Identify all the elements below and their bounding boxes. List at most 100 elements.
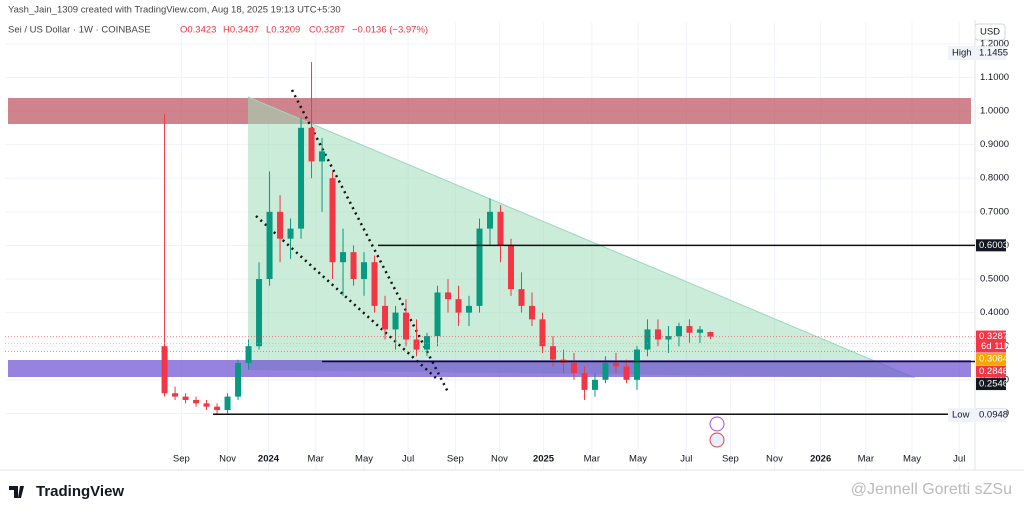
- candle-body: [235, 363, 242, 397]
- x-tick-label: 2024: [258, 454, 280, 465]
- price-label-box: [976, 365, 1006, 378]
- candle-body: [476, 228, 483, 306]
- price-label-box: [976, 330, 1006, 353]
- extreme-box: [948, 46, 1006, 61]
- ohlc-value: H0.3437: [223, 25, 259, 36]
- y-tick-label: 1.2000: [980, 38, 1009, 49]
- candle-body: [287, 228, 294, 239]
- candle-body: [654, 329, 661, 340]
- candle-body: [256, 279, 263, 347]
- price-label: 0.3287: [979, 331, 1008, 342]
- trendline: [247, 96, 916, 379]
- candle-body: [193, 399, 200, 404]
- candle-body: [308, 127, 315, 162]
- candle-body: [392, 312, 399, 330]
- x-tick-label: May: [355, 454, 373, 465]
- x-tick-label: May: [629, 454, 647, 465]
- candle-body: [644, 329, 651, 350]
- candle-body: [487, 211, 493, 229]
- candle-body: [424, 336, 431, 350]
- y-tick-label: 0.8000: [980, 173, 1009, 184]
- price-label: 0.2546: [979, 379, 1008, 390]
- x-tick-label: Jul: [953, 454, 965, 465]
- x-tick-label: 2026: [810, 454, 831, 465]
- candle-body: [581, 373, 588, 390]
- chart-title: Sei / US Dollar · 1W · COINBASE: [8, 25, 151, 36]
- logo-text: TradingView: [36, 483, 124, 500]
- ohlc-value: L0.3209: [266, 25, 300, 36]
- price-label-box: [976, 239, 1006, 252]
- x-tick-label: Jul: [402, 454, 414, 465]
- y-tick-label: 0.7000: [980, 206, 1009, 217]
- candle-body: [497, 211, 504, 246]
- candle-body: [528, 305, 535, 320]
- candle-body: [591, 379, 598, 390]
- candle-body: [549, 346, 556, 360]
- candle-body: [707, 331, 714, 337]
- candle-body: [161, 346, 168, 394]
- dotted-trendline: [255, 215, 437, 379]
- logo: TradingView: [9, 483, 124, 500]
- extreme-name: High: [952, 48, 972, 59]
- candle-body: [371, 262, 378, 306]
- x-tick-label: Nov: [491, 454, 508, 465]
- candle-body: [602, 363, 609, 380]
- candle-body: [675, 326, 682, 337]
- header: Yash_Jain_1309 created with TradingView.…: [8, 5, 341, 16]
- currency[interactable]: USD: [980, 27, 1000, 38]
- candle-body: [214, 406, 221, 411]
- x-tick-label: Mar: [308, 454, 324, 465]
- y-tick-label: 0.5000: [980, 274, 1009, 285]
- candle-body: [455, 299, 462, 313]
- y-tick-label: 0.4000: [980, 307, 1009, 318]
- x-tick-label: May: [903, 454, 921, 465]
- candle-body: [686, 326, 693, 333]
- candle-body: [361, 262, 368, 280]
- x-tick-label: Nov: [219, 454, 236, 465]
- extreme-name: Low: [952, 410, 970, 421]
- x-tick-label: Jul: [680, 454, 692, 465]
- candle-body: [403, 312, 410, 340]
- x-tick-label: Sep: [173, 454, 190, 465]
- y-tick-label: 1.1000: [980, 72, 1009, 83]
- candle-body: [298, 127, 305, 229]
- resistance-zone: [8, 98, 971, 124]
- candle-body: [172, 393, 179, 397]
- x-tick-label: Mar: [858, 454, 874, 465]
- watermark: @Jennell Goretti sZSu: [851, 481, 1012, 498]
- candle-body: [466, 305, 473, 313]
- candle-body: [350, 252, 357, 280]
- candle-body: [434, 292, 441, 337]
- event-icon[interactable]: [709, 416, 725, 432]
- event-icon[interactable]: [709, 432, 725, 448]
- candle-body: [224, 396, 231, 411]
- price-label-box: [976, 378, 1006, 391]
- candle-body: [382, 305, 389, 330]
- candle-body: [507, 245, 514, 290]
- x-tick-label: Mar: [584, 454, 600, 465]
- candle-body: [633, 349, 640, 380]
- countdown: 6d 11h: [981, 341, 1009, 352]
- candle-body: [696, 329, 703, 333]
- candle-body: [413, 339, 420, 350]
- support-zone: [8, 360, 971, 377]
- candle-body: [266, 211, 273, 280]
- candle-body: [277, 211, 284, 239]
- candle-body: [245, 346, 252, 364]
- candle-body: [203, 403, 210, 407]
- candle-body: [182, 396, 189, 400]
- candle-body: [319, 151, 326, 162]
- logo-mark: [9, 486, 24, 498]
- price-label-box: [976, 353, 1006, 366]
- candle-body: [539, 319, 546, 347]
- candle-body: [340, 252, 347, 263]
- ohlc-value: O0.3423: [180, 25, 216, 36]
- price-label: 0.6003: [979, 240, 1008, 251]
- y-tick-label: 1.0000: [980, 106, 1009, 117]
- x-tick-label: Sep: [447, 454, 464, 465]
- extreme-value: 1.1455: [979, 48, 1008, 59]
- x-tick-label: 2025: [533, 454, 555, 465]
- candle-body: [612, 363, 619, 367]
- candle-body: [570, 363, 577, 374]
